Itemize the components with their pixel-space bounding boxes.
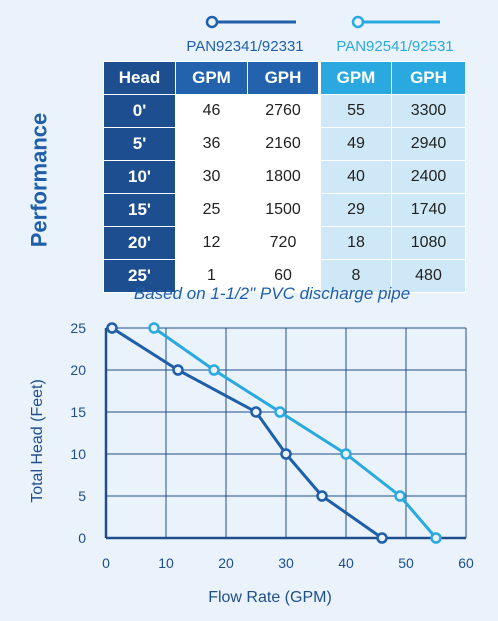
table-cell: 2400 xyxy=(391,160,466,194)
x-axis-label: Flow Rate (GPM) xyxy=(208,589,332,606)
data-point-series-1 xyxy=(106,322,118,334)
table-cell: 12 xyxy=(175,226,248,260)
table-row: 20' 12 720 18 1080 xyxy=(103,226,466,260)
y-tick-label: 20 xyxy=(70,362,86,378)
series-line-1 xyxy=(111,326,383,540)
x-tick-label: 50 xyxy=(398,555,414,571)
table-cell: 55 xyxy=(318,94,392,128)
table-row: 25' 1 60 8 480 xyxy=(103,259,466,293)
data-point-series-2 xyxy=(208,364,220,376)
legend-label-series-2: PAN92541/92531 xyxy=(336,38,454,55)
table-cell: 46 xyxy=(175,94,248,128)
table-row: 15' 25 1500 29 1740 xyxy=(103,193,466,227)
table-cell: 720 xyxy=(247,226,320,260)
y-tick-label: 10 xyxy=(70,446,86,462)
row-head-cell: 25' xyxy=(103,259,176,293)
table-cell: 30 xyxy=(175,160,248,194)
row-head-cell: 20' xyxy=(103,226,176,260)
data-point-series-1 xyxy=(280,448,292,460)
table-row: 10' 30 1800 40 2400 xyxy=(103,160,466,194)
row-head-cell: 5' xyxy=(103,127,176,161)
table-cell: 3300 xyxy=(391,94,466,128)
x-tick-label: 0 xyxy=(102,555,110,571)
table-cell: 2760 xyxy=(247,94,320,128)
series-line-2 xyxy=(153,326,438,539)
table-cell: 1740 xyxy=(391,193,466,227)
table-cell: 40 xyxy=(318,160,392,194)
x-tick-label: 40 xyxy=(338,555,354,571)
legend-swatch-series-1 xyxy=(205,15,296,29)
data-point-series-1 xyxy=(172,364,184,376)
x-tick-label: 60 xyxy=(458,555,474,571)
table-cell: 49 xyxy=(318,127,392,161)
header-head: Head xyxy=(103,61,176,95)
data-point-series-1 xyxy=(250,406,262,418)
table-cell: 18 xyxy=(318,226,392,260)
data-point-series-2 xyxy=(430,532,442,544)
table-cell: 1 xyxy=(175,259,248,293)
table-cell: 2940 xyxy=(391,127,466,161)
performance-table: Head GPM GPH GPM GPH 0' 46 2760 55 3300 … xyxy=(103,61,466,293)
performance-side-label: Performance xyxy=(14,92,64,268)
performance-chart: 0 10 20 30 40 50 60 0 5 10 15 20 25 Flow Rate (GPM) To… xyxy=(0,310,498,616)
performance-chart-svg: 0 10 20 30 40 50 60 0 5 10 15 20 25 Flow Rate (GPM) To… xyxy=(29,320,474,606)
header-gph-a: GPH xyxy=(247,61,320,95)
legend-swatch-series-2 xyxy=(351,15,440,29)
y-tick-label: 15 xyxy=(70,404,86,420)
y-tick-label: 25 xyxy=(70,320,86,336)
header-gph-b: GPH xyxy=(391,61,466,95)
table-cell: 60 xyxy=(247,259,320,293)
header-gpm-a: GPM xyxy=(175,61,248,95)
data-point-series-1 xyxy=(316,490,328,502)
y-axis-label: Total Head (Feet) xyxy=(29,379,46,503)
performance-label-text: Performance xyxy=(26,112,52,248)
table-cell: 29 xyxy=(318,193,392,227)
table-cell: 2160 xyxy=(247,127,320,161)
table-row: 5' 36 2160 49 2940 xyxy=(103,127,466,161)
discharge-pipe-note: Based on 1-1/2" PVC discharge pipe xyxy=(133,284,411,303)
row-head-cell: 0' xyxy=(103,94,176,128)
table-cell: 36 xyxy=(175,127,248,161)
table-cell: 8 xyxy=(318,259,392,293)
x-tick-label: 20 xyxy=(218,555,234,571)
table-row: 0' 46 2760 55 3300 xyxy=(103,94,466,128)
data-point-series-2 xyxy=(394,490,406,502)
table-cell: 1500 xyxy=(247,193,320,227)
legend-item-series-1: PAN92341/92331 xyxy=(172,14,318,58)
data-point-series-2 xyxy=(274,406,286,418)
table-header-row: Head GPM GPH GPM GPH xyxy=(103,61,466,95)
row-head-cell: 10' xyxy=(103,160,176,194)
legend-label-series-1: PAN92341/92331 xyxy=(186,38,304,55)
header-gpm-b: GPM xyxy=(318,61,392,95)
data-point-series-1 xyxy=(376,532,388,544)
table-cell: 1080 xyxy=(391,226,466,260)
y-tick-label: 0 xyxy=(78,530,86,546)
data-point-series-2 xyxy=(148,322,160,334)
table-cell: 25 xyxy=(175,193,248,227)
table-cell: 480 xyxy=(391,259,466,293)
x-tick-label: 10 xyxy=(158,555,174,571)
y-tick-label: 5 xyxy=(78,488,86,504)
table-cell: 1800 xyxy=(247,160,320,194)
legend-item-series-2: PAN92541/92531 xyxy=(322,14,468,58)
x-tick-label: 30 xyxy=(278,555,294,571)
data-point-series-2 xyxy=(340,448,352,460)
row-head-cell: 15' xyxy=(103,193,176,227)
